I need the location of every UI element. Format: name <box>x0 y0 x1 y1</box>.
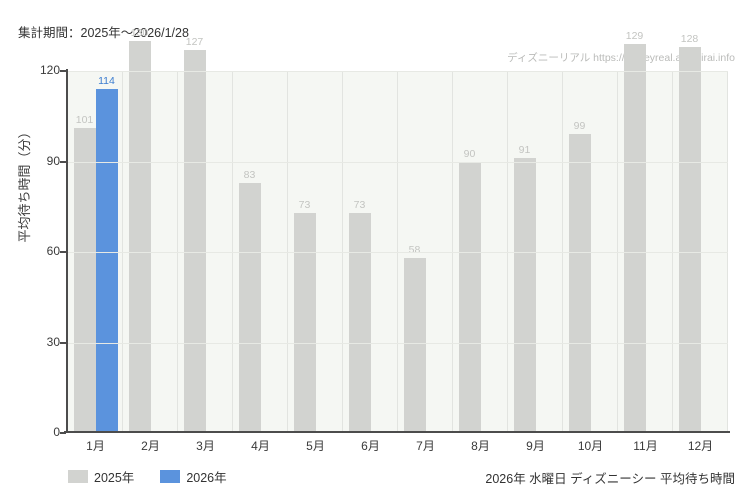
period-label: 集計期間：2025年～2026/1/28 <box>18 26 189 40</box>
bar-value-label: 127 <box>185 35 204 48</box>
y-tick-mark-120 <box>60 70 66 72</box>
bar-2025年-5月[interactable] <box>293 212 316 433</box>
x-axis-label-7月: 7月 <box>416 439 435 453</box>
bar-value-label: 91 <box>518 144 531 157</box>
y-tick-label-0: 0 <box>53 425 60 439</box>
x-axis-label-5月: 5月 <box>306 439 325 453</box>
bar-value-label: 128 <box>680 32 699 45</box>
bar-slots: 101 114 130 127 83 73 73 58 90 91 99 129 128 <box>68 27 728 433</box>
x-axis-label-10月: 10月 <box>577 439 604 453</box>
bar-value-label: 90 <box>463 147 476 160</box>
x-axis-label-9月: 9月 <box>526 439 545 453</box>
x-axis-label-1月: 1月 <box>86 439 105 453</box>
y-tick-mark-30 <box>60 341 66 344</box>
bar-2025年-6月[interactable] <box>348 212 371 433</box>
legend-item-2026[interactable]: 2026年 <box>160 467 227 486</box>
bar-2025年-2月[interactable] <box>128 40 151 433</box>
gridline-y-120 <box>68 71 728 72</box>
gridline-y-60 <box>68 252 728 253</box>
month-slot-1: 101 114 <box>68 71 123 433</box>
y-tick-label-60: 60 <box>46 244 60 258</box>
x-axis-labels: 1月 2月 3月 4月 5月 6月 7月 8月 9月 10月 11月 12月 <box>68 437 728 454</box>
bar-2026年-1月[interactable] <box>95 89 118 433</box>
legend-swatch-2025 <box>68 470 88 483</box>
x-axis-label-12月: 12月 <box>687 439 714 453</box>
x-axis-line <box>64 431 730 433</box>
x-axis-label-2月: 2月 <box>141 439 160 453</box>
x-axis-label-8月: 8月 <box>471 439 490 453</box>
bar-2025年-9月[interactable] <box>513 158 536 433</box>
bar-value-label: 114 <box>98 75 115 88</box>
bar-2025年-11月[interactable] <box>623 43 646 433</box>
chart-caption: 2026年 水曜日 ディズニーシー 平均待ち時間 <box>485 472 735 486</box>
bar-value-label: 129 <box>625 29 644 42</box>
bar-2025年-1月[interactable] <box>73 128 96 433</box>
bar-2025年-3月[interactable] <box>183 49 206 433</box>
bar-2025年-10月[interactable] <box>568 134 591 433</box>
bar-2025年-7月[interactable] <box>403 258 426 433</box>
bar-value-label: 58 <box>408 244 421 257</box>
bar-value-label: 73 <box>298 198 311 211</box>
bar-2025年-4月[interactable] <box>238 182 261 433</box>
y-tick-mark-90 <box>60 160 66 163</box>
y-tick-label-90: 90 <box>46 153 60 168</box>
gridline-y-90 <box>68 161 728 163</box>
legend: 2025年 2026年 <box>68 467 227 486</box>
bar-value-label: 73 <box>353 198 366 211</box>
bar-value-label: 101 <box>75 114 94 127</box>
watermark: ディズニーリアル https://disneyreal.asumirai.inf… <box>507 52 735 64</box>
bar-2025年-12月[interactable] <box>678 46 701 433</box>
plot-area: 101 114 130 127 83 73 73 58 90 91 99 129 128 <box>68 27 728 433</box>
legend-label-2025: 2025年 <box>94 471 135 485</box>
legend-swatch-2026 <box>160 470 181 483</box>
gridline-y-30 <box>68 342 728 344</box>
bar-value-label: 130 <box>130 26 149 39</box>
x-axis-label-11月: 11月 <box>633 439 658 453</box>
x-axis-label-6月: 6月 <box>361 439 380 453</box>
x-axis-label-3月: 3月 <box>196 439 215 453</box>
bar-2025年-8月[interactable] <box>458 161 481 433</box>
x-axis-label-4月: 4月 <box>251 439 270 453</box>
y-tick-mark-60 <box>60 251 66 253</box>
bar-value-label: 83 <box>243 168 256 181</box>
legend-item-2025[interactable]: 2025年 <box>68 467 134 486</box>
y-tick-label-120: 120 <box>39 63 60 77</box>
legend-label-2026: 2026年 <box>186 471 227 485</box>
y-tick-label-30: 30 <box>46 334 60 349</box>
y-tick-mark-0 <box>60 432 66 434</box>
bar-value-label: 99 <box>573 120 586 133</box>
y-axis-line <box>66 69 68 433</box>
